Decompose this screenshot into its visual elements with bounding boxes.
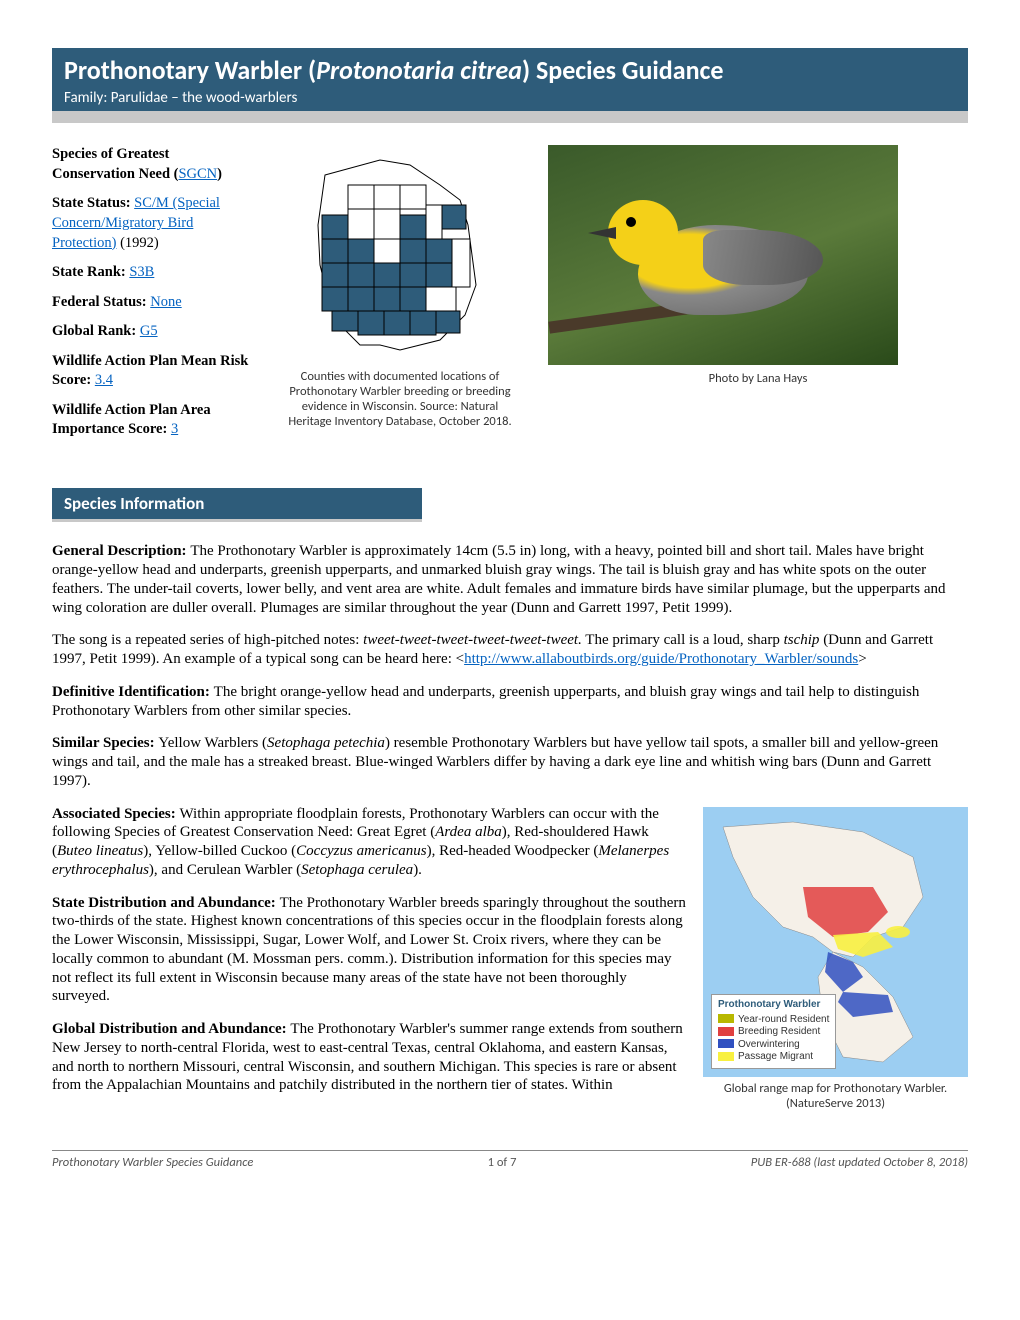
- legend-title: Prothonotary Warbler: [718, 999, 829, 1012]
- song-p4: >: [858, 651, 866, 667]
- gen-desc-label: General Description:: [52, 543, 190, 559]
- photo-credit: Photo by Lana Hays: [548, 371, 968, 387]
- range-map-legend: Prothonotary Warbler Year-round Resident…: [711, 994, 836, 1069]
- legend-swatch-3: [718, 1052, 734, 1061]
- bird-photo: [548, 145, 898, 365]
- legend-swatch-1: [718, 1027, 734, 1036]
- bird-wing-shape: [703, 230, 823, 285]
- similar-species-para: Similar Species: Yellow Warblers (Setoph…: [52, 734, 968, 790]
- state-status-line: State Status: SC/M (Special Concern/Migr…: [52, 194, 252, 253]
- assoc-i3: Coccyzus americanus: [296, 843, 426, 859]
- legend-row-3: Passage Migrant: [718, 1051, 829, 1064]
- status-column: Species of Greatest Conservation Need (S…: [52, 145, 252, 450]
- legend-row-2: Overwintering: [718, 1039, 829, 1052]
- wap-risk-link[interactable]: 3.4: [95, 372, 113, 388]
- assoc-p4: ), Red-headed Woodpecker (: [427, 843, 599, 859]
- global-range-map: Prothonotary Warbler Year-round Resident…: [703, 807, 968, 1077]
- global-dist-label: Global Distribution and Abundance:: [52, 1021, 290, 1037]
- wap-area-label: Wildlife Action Plan Area Importance Sco…: [52, 402, 211, 438]
- footer-center: 1 of 7: [488, 1155, 517, 1171]
- wap-risk-line: Wildlife Action Plan Mean Risk Score: 3.…: [52, 352, 252, 391]
- song-link[interactable]: http://www.allaboutbirds.org/guide/Proth…: [464, 651, 858, 667]
- state-rank-line: State Rank: S3B: [52, 263, 252, 283]
- global-rank-line: Global Rank: G5: [52, 322, 252, 342]
- legend-row-0: Year-round Resident: [718, 1014, 829, 1027]
- gray-strip: [52, 111, 968, 123]
- sgcn-label: Species of Greatest Conservation Need (: [52, 146, 178, 182]
- sim-label: Similar Species:: [52, 735, 158, 751]
- body-text: General Description: The Prothonotary Wa…: [52, 542, 968, 1120]
- wap-area-line: Wildlife Action Plan Area Importance Sco…: [52, 401, 252, 440]
- title-bar: Prothonotary Warbler (Protonotaria citre…: [52, 48, 968, 111]
- legend-label-0: Year-round Resident: [738, 1014, 829, 1025]
- state-rank-label: State Rank:: [52, 264, 129, 280]
- sim-i1: Setophaga petechia: [267, 735, 385, 751]
- song-italic-2: tschip: [784, 632, 820, 648]
- assoc-i2: Buteo lineatus: [57, 843, 143, 859]
- wap-area-link[interactable]: 3: [171, 421, 178, 437]
- federal-status-label: Federal Status:: [52, 294, 150, 310]
- title-suffix: ) Species Guidance: [522, 54, 724, 86]
- assoc-i5: Setophaga cerulea: [301, 862, 413, 878]
- sgcn-close: ): [217, 166, 222, 182]
- footer-right: PUB ER-688 (last updated October 8, 2018…: [751, 1155, 968, 1171]
- county-map-caption: Counties with documented locations of Pr…: [280, 369, 520, 429]
- page-subtitle: Family: Parulidae – the wood-warblers: [64, 89, 956, 108]
- bird-beak-shape: [588, 227, 616, 239]
- title-prefix: Prothonotary Warbler (: [64, 54, 316, 86]
- song-p1: The song is a repeated series of high-pi…: [52, 632, 363, 648]
- assoc-p6: ).: [413, 862, 422, 878]
- federal-status-link[interactable]: None: [150, 294, 181, 310]
- county-map-column: Counties with documented locations of Pr…: [280, 145, 520, 429]
- wap-risk-label: Wildlife Action Plan Mean Risk Score:: [52, 353, 248, 389]
- assoc-label: Associated Species:: [52, 806, 180, 822]
- federal-status-line: Federal Status: None: [52, 293, 252, 313]
- defid-label: Definitive Identification:: [52, 684, 214, 700]
- state-dist-label: State Distribution and Abundance:: [52, 895, 280, 911]
- global-rank-label: Global Rank:: [52, 323, 140, 339]
- photo-column: Photo by Lana Hays: [548, 145, 968, 387]
- legend-swatch-0: [718, 1014, 734, 1023]
- footer-left: Prothonotary Warbler Species Guidance: [52, 1155, 253, 1171]
- range-map-figure: Prothonotary Warbler Year-round Resident…: [703, 807, 968, 1112]
- section-heading: Species Information: [52, 488, 422, 520]
- state-rank-link[interactable]: S3B: [129, 264, 154, 280]
- legend-label-3: Passage Migrant: [738, 1051, 813, 1062]
- sim-p1: Yellow Warblers (: [158, 735, 267, 751]
- song-italic: tweet-tweet-tweet-tweet-tweet-tweet.: [363, 632, 582, 648]
- song-para: The song is a repeated series of high-pi…: [52, 631, 968, 669]
- title-scientific: Protonotaria citrea: [316, 54, 522, 86]
- page-footer: Prothonotary Warbler Species Guidance 1 …: [52, 1150, 968, 1171]
- state-status-label: State Status:: [52, 195, 134, 211]
- assoc-p5: ), and Cerulean Warbler (: [149, 862, 301, 878]
- definitive-id-para: Definitive Identification: The bright or…: [52, 683, 968, 721]
- legend-label-1: Breeding Resident: [738, 1026, 820, 1037]
- global-rank-link[interactable]: G5: [140, 323, 158, 339]
- page-title: Prothonotary Warbler (Protonotaria citre…: [64, 54, 956, 87]
- legend-row-1: Breeding Resident: [718, 1026, 829, 1039]
- wisconsin-county-map: [290, 145, 510, 365]
- song-p2: The primary call is a loud, sharp: [582, 632, 784, 648]
- top-grid: Species of Greatest Conservation Need (S…: [52, 145, 968, 450]
- range-map-caption: Global range map for Prothonotary Warble…: [703, 1081, 968, 1112]
- bird-head-shape: [608, 200, 678, 265]
- sgcn-link[interactable]: SGCN: [178, 166, 217, 182]
- state-status-year: (1992): [116, 235, 158, 251]
- general-description-para: General Description: The Prothonotary Wa…: [52, 542, 968, 617]
- sgcn-line: Species of Greatest Conservation Need (S…: [52, 145, 252, 184]
- assoc-i1: Ardea alba: [435, 824, 502, 840]
- legend-swatch-2: [718, 1039, 734, 1048]
- assoc-p3: ), Yellow-billed Cuckoo (: [143, 843, 296, 859]
- legend-label-2: Overwintering: [738, 1039, 800, 1050]
